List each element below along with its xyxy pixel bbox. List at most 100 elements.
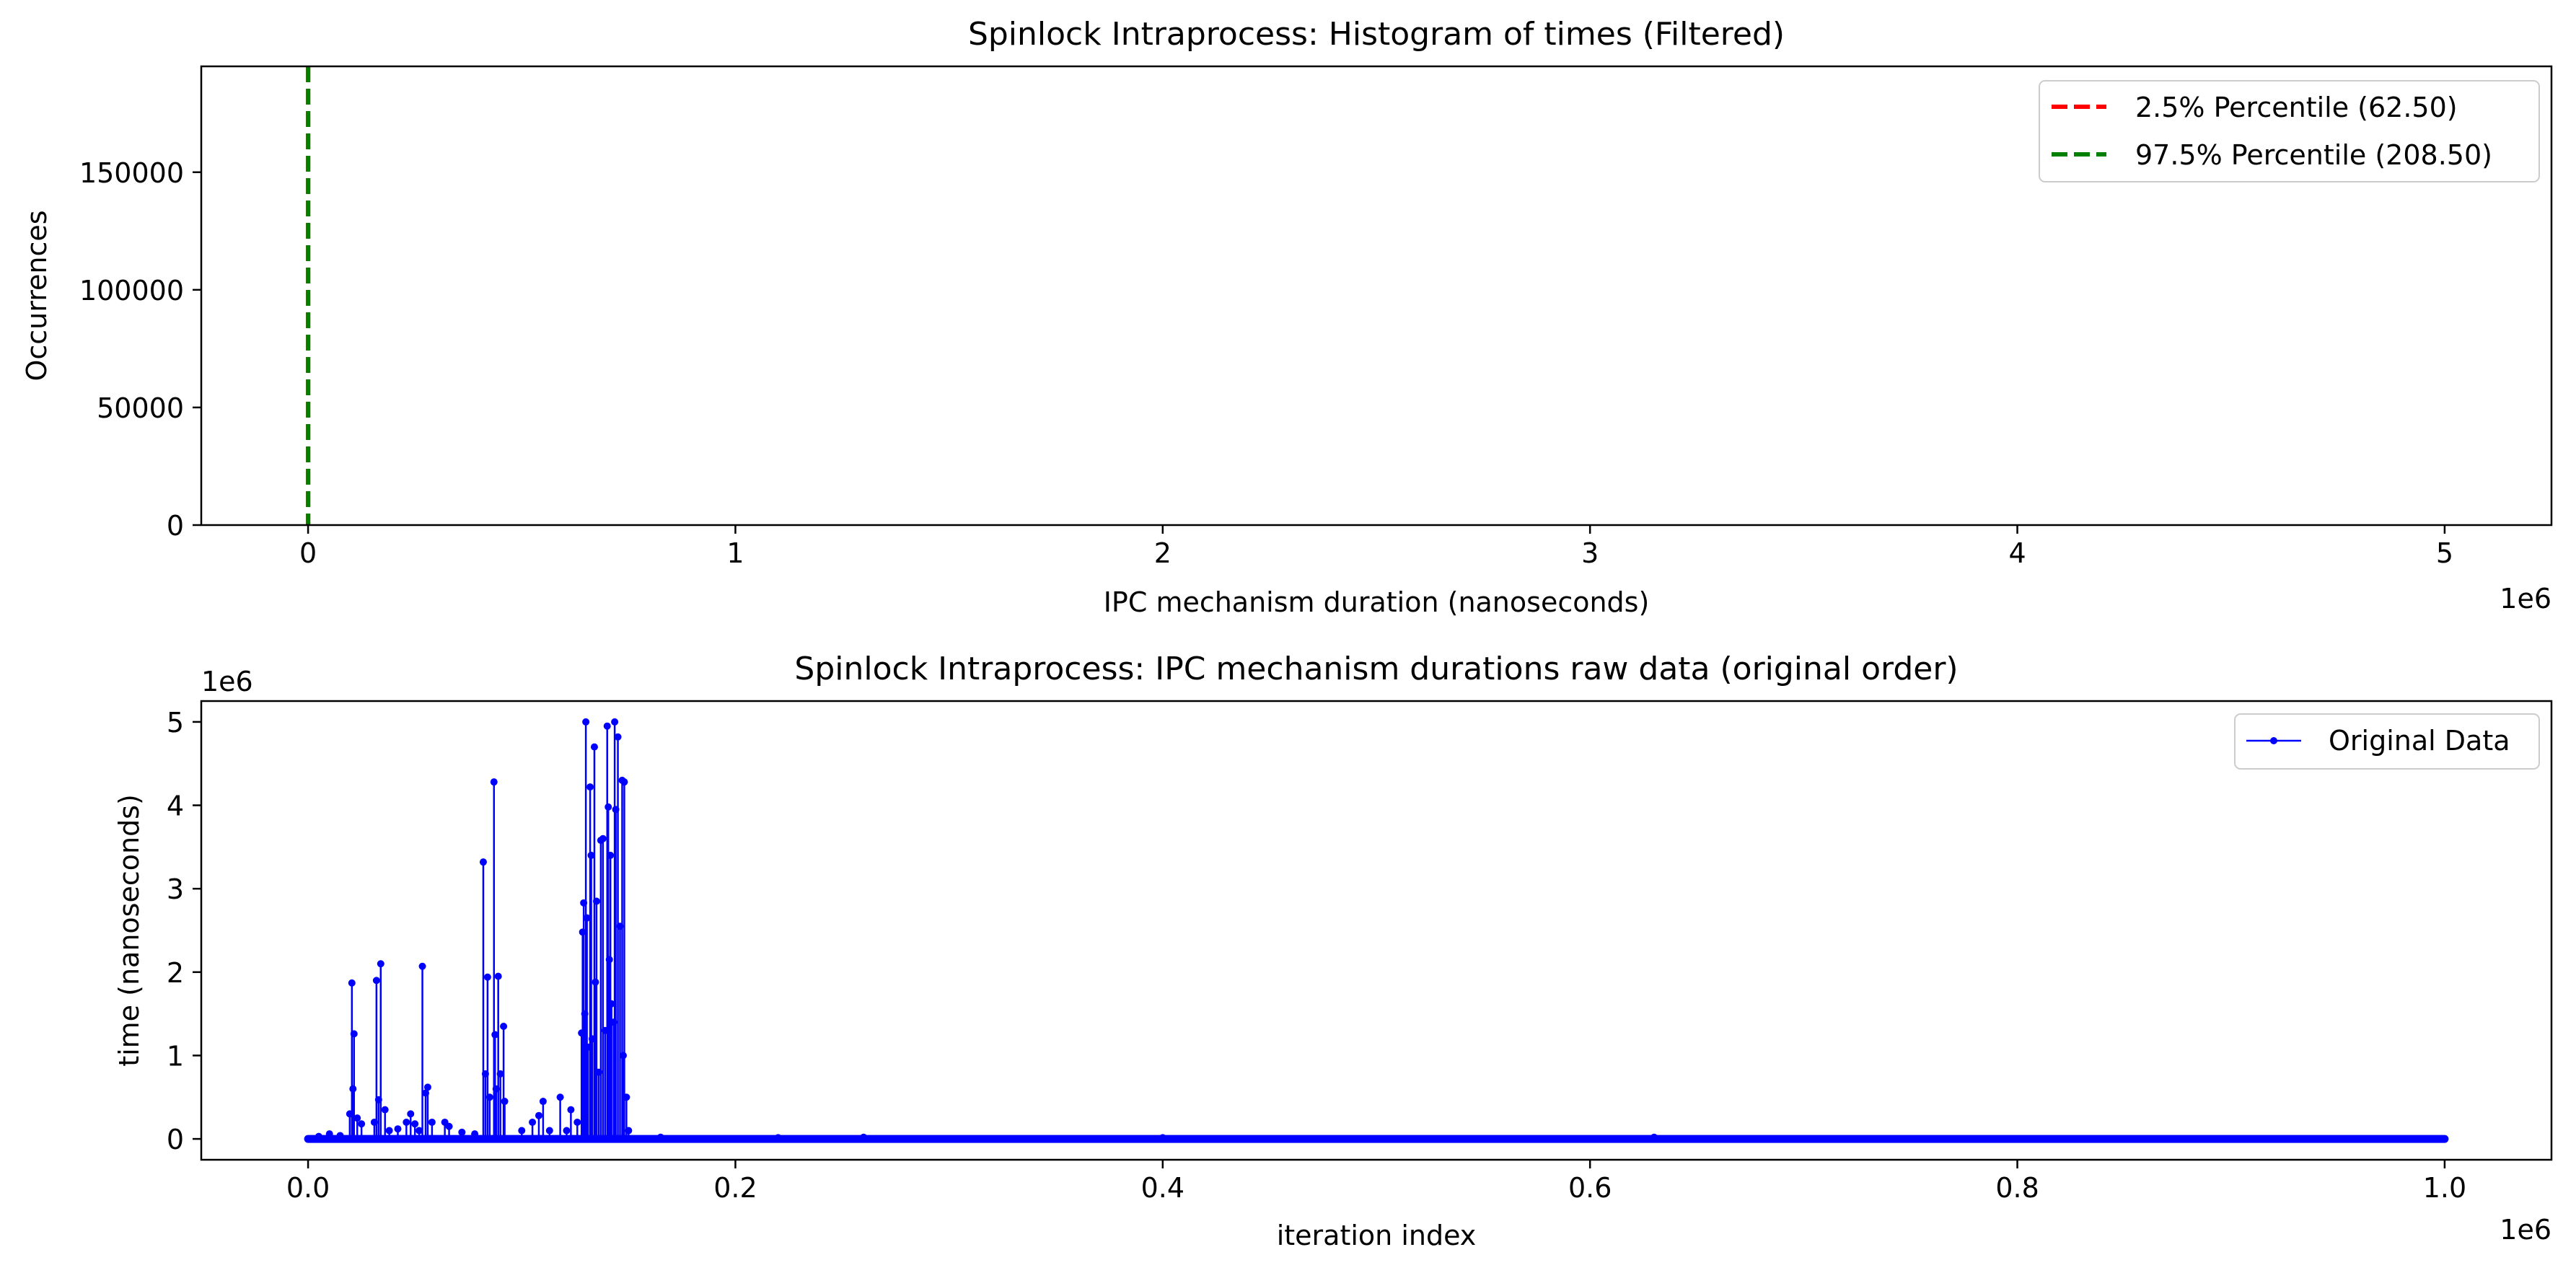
raw-data-point bbox=[428, 1118, 436, 1126]
raw-data-y-tick-label: 1 bbox=[167, 1040, 184, 1072]
raw-data-point bbox=[403, 1118, 410, 1126]
histogram-subplot: Spinlock Intraprocess: Histogram of time… bbox=[21, 16, 2553, 618]
raw-data-point bbox=[1650, 1133, 1658, 1141]
raw-data-x-tick-label: 0.4 bbox=[1141, 1172, 1184, 1204]
raw-data-series bbox=[304, 718, 2449, 1143]
raw-data-point bbox=[423, 1083, 431, 1091]
raw-data-point bbox=[407, 1110, 415, 1118]
histogram-y-tick-label: 100000 bbox=[79, 275, 184, 307]
histogram-legend: 2.5% Percentile (62.50) 97.5% Percentile… bbox=[2039, 80, 2540, 182]
raw-data-point bbox=[607, 1000, 615, 1008]
histogram-plot-frame bbox=[200, 65, 2553, 527]
raw-data-point bbox=[496, 1070, 504, 1078]
raw-data-point bbox=[483, 973, 491, 981]
raw-data-point bbox=[518, 1127, 526, 1135]
raw-data-point bbox=[860, 1133, 868, 1141]
histogram-x-tick-label: 3 bbox=[1581, 537, 1599, 569]
raw-data-point bbox=[592, 978, 599, 986]
raw-data-point bbox=[325, 1130, 333, 1138]
raw-data-point bbox=[582, 718, 590, 726]
raw-data-x-axis-ticks: 0.0 0.2 0.4 0.6 0.8 1.0 bbox=[286, 1160, 2466, 1204]
raw-data-point bbox=[620, 778, 628, 786]
legend-original-data-label: Original Data bbox=[2329, 725, 2510, 757]
histogram-x-axis-ticks: 0 1 2 3 4 5 bbox=[299, 525, 2453, 569]
histogram-x-tick-label: 4 bbox=[2008, 537, 2026, 569]
histogram-x-axis-label: IPC mechanism duration (nanoseconds) bbox=[1104, 586, 1650, 618]
histogram-y-tick-label: 150000 bbox=[79, 157, 184, 189]
raw-data-point bbox=[614, 733, 622, 741]
raw-data-point bbox=[394, 1125, 402, 1133]
raw-data-point bbox=[490, 778, 498, 786]
raw-data-x-tick-label: 1.0 bbox=[2423, 1172, 2466, 1204]
raw-data-point bbox=[377, 960, 384, 968]
raw-data-point bbox=[336, 1132, 344, 1140]
raw-data-legend-frame bbox=[2234, 713, 2540, 770]
raw-data-point bbox=[607, 851, 615, 859]
raw-data-y-tick-label: 0 bbox=[167, 1124, 184, 1155]
raw-data-x-tick-label: 0.2 bbox=[713, 1172, 757, 1204]
raw-data-plot-frame bbox=[200, 700, 2553, 1161]
raw-data-point bbox=[350, 1030, 358, 1038]
raw-data-point bbox=[656, 1133, 664, 1141]
raw-data-point bbox=[479, 858, 487, 866]
histogram-x-tick-label: 0 bbox=[299, 537, 317, 569]
raw-data-point bbox=[774, 1134, 782, 1142]
raw-data-point bbox=[372, 977, 380, 985]
raw-data-point bbox=[353, 1114, 361, 1122]
raw-data-point bbox=[583, 914, 591, 922]
raw-data-point bbox=[556, 1093, 564, 1101]
raw-data-point bbox=[535, 1111, 542, 1119]
raw-data-point bbox=[348, 979, 356, 987]
histogram-y-tick-label: 50000 bbox=[97, 392, 184, 424]
raw-data-point bbox=[529, 1118, 537, 1126]
raw-data-point bbox=[358, 1120, 366, 1128]
legend-original-data-marker bbox=[2270, 737, 2277, 744]
histogram-x-tick-label: 5 bbox=[2436, 537, 2453, 569]
raw-data-point bbox=[619, 1052, 627, 1060]
raw-data-x-offset-label: 1e6 bbox=[2500, 1214, 2551, 1246]
raw-data-y-axis-ticks: 0 1 2 3 4 5 bbox=[167, 707, 201, 1155]
raw-data-y-tick-label: 4 bbox=[167, 790, 184, 822]
raw-data-point bbox=[539, 1098, 547, 1106]
raw-data-title: Spinlock Intraprocess: IPC mechanism dur… bbox=[794, 651, 1958, 687]
raw-data-x-tick-label: 0.0 bbox=[286, 1172, 330, 1204]
raw-data-point bbox=[590, 743, 598, 751]
histogram-x-offset-label: 1e6 bbox=[2500, 583, 2551, 615]
histogram-y-axis-ticks: 0 50000 100000 150000 bbox=[79, 157, 201, 542]
raw-data-point bbox=[471, 1130, 479, 1138]
raw-data-point bbox=[573, 1118, 581, 1126]
raw-data-point bbox=[458, 1128, 466, 1136]
raw-data-point bbox=[445, 1122, 453, 1130]
raw-data-point bbox=[501, 1098, 509, 1106]
raw-data-point bbox=[418, 962, 426, 970]
raw-data-point bbox=[623, 1093, 630, 1101]
raw-data-point bbox=[592, 897, 600, 905]
raw-data-point bbox=[491, 1031, 499, 1039]
histogram-y-axis-label: Occurrences bbox=[21, 210, 53, 381]
raw-data-y-tick-label: 2 bbox=[167, 957, 184, 989]
legend-low-percentile-label: 2.5% Percentile (62.50) bbox=[2135, 92, 2458, 123]
raw-data-x-tick-label: 0.6 bbox=[1568, 1172, 1612, 1204]
histogram-legend-frame bbox=[2039, 80, 2540, 182]
raw-data-point bbox=[567, 1106, 575, 1114]
raw-data-point bbox=[349, 1085, 357, 1093]
raw-data-point bbox=[1159, 1134, 1166, 1142]
raw-data-point bbox=[625, 1127, 633, 1135]
raw-data-y-offset-label: 1e6 bbox=[201, 666, 253, 697]
raw-data-y-tick-label: 5 bbox=[167, 707, 184, 739]
histogram-title: Spinlock Intraprocess: Histogram of time… bbox=[968, 16, 1785, 53]
raw-data-point bbox=[586, 783, 594, 791]
raw-data-point bbox=[605, 956, 613, 964]
raw-data-point bbox=[563, 1127, 571, 1135]
raw-data-x-tick-label: 0.8 bbox=[1995, 1172, 2039, 1204]
raw-data-point bbox=[416, 1127, 423, 1135]
raw-data-point bbox=[587, 851, 595, 859]
raw-data-subplot: Spinlock Intraprocess: IPC mechanism dur… bbox=[113, 651, 2553, 1251]
raw-data-point bbox=[605, 803, 612, 811]
raw-data-point bbox=[411, 1120, 419, 1128]
raw-data-y-axis-label: time (nanoseconds) bbox=[113, 794, 145, 1067]
raw-data-point bbox=[381, 1106, 389, 1114]
raw-data-point bbox=[545, 1127, 553, 1135]
